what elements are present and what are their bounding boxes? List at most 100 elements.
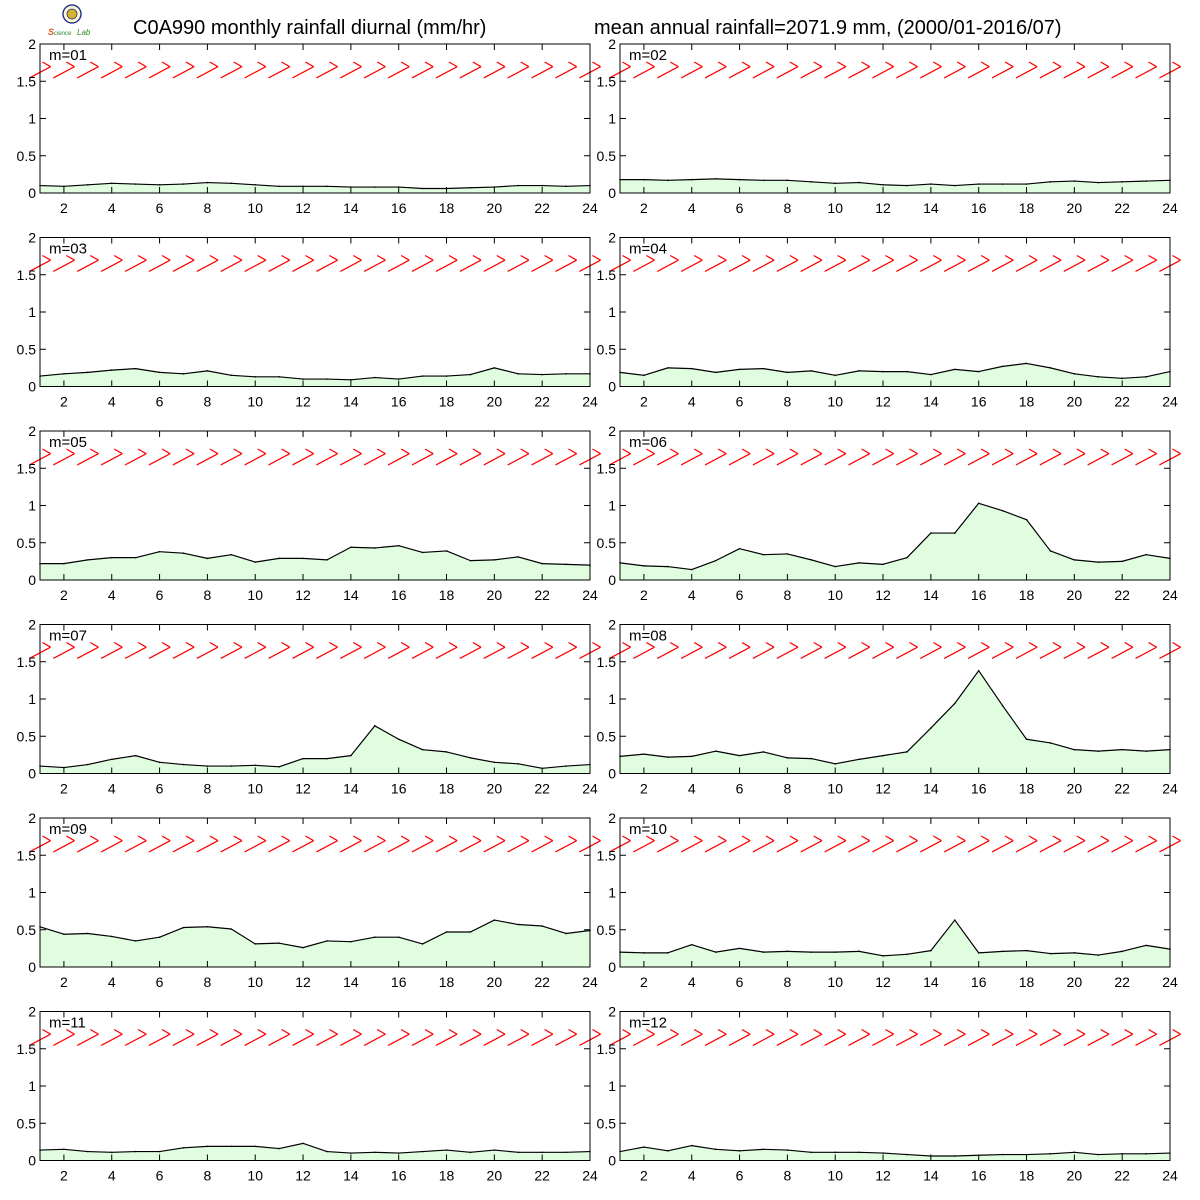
- rain-line-segment: [422, 1149, 447, 1153]
- data-point: [834, 763, 837, 765]
- wind-barb-icon: [363, 254, 386, 272]
- rain-line-segment: [374, 725, 399, 740]
- rain-line-segment: [398, 375, 423, 380]
- data-point: [762, 951, 765, 953]
- rain-line-segment: [135, 936, 160, 942]
- data-point: [858, 950, 860, 953]
- data-point: [1073, 748, 1076, 751]
- wind-barb-icon: [991, 254, 1014, 272]
- rain-line-segment: [859, 562, 884, 565]
- rain-line-segment: [63, 371, 88, 375]
- month-label: m=05: [49, 434, 87, 451]
- wind-barb-icon: [967, 448, 990, 466]
- x-tick-label: 12: [295, 781, 311, 797]
- wind-barb-icon: [1135, 1028, 1157, 1046]
- y-tick-label: 2: [28, 1004, 36, 1020]
- data-point: [254, 943, 257, 945]
- data-point: [834, 182, 837, 185]
- rain-line-segment: [231, 182, 256, 186]
- rain-line-segment: [39, 765, 64, 769]
- data-point: [254, 764, 257, 767]
- x-tick-label: 24: [1162, 1168, 1178, 1184]
- x-tick-label: 16: [971, 587, 987, 603]
- y-tick-label: 1.5: [597, 460, 617, 476]
- data-point: [278, 942, 280, 944]
- data-point: [565, 932, 567, 935]
- wind-barb-icon: [1111, 835, 1134, 853]
- rain-line-segment: [183, 1145, 208, 1149]
- x-tick-label: 24: [1162, 394, 1178, 410]
- rain-line-segment: [446, 187, 471, 190]
- wind-barb-icon: [800, 254, 823, 272]
- rain-line-segment: [566, 929, 591, 935]
- data-point: [1073, 1151, 1076, 1154]
- x-tick-label: 20: [487, 394, 503, 410]
- y-tick-label: 0.5: [597, 728, 617, 744]
- wind-barb-icon: [967, 1028, 990, 1046]
- data-point: [714, 559, 717, 562]
- wind-barb-icon: [704, 641, 727, 659]
- x-tick-label: 12: [295, 394, 311, 410]
- wind-barb-icon: [459, 448, 482, 466]
- wind-barb-icon: [507, 254, 530, 272]
- wind-barb-icon: [848, 61, 871, 79]
- data-point: [714, 750, 717, 752]
- wind-barb-icon: [680, 641, 703, 659]
- y-tick-label: 1: [608, 304, 616, 320]
- wind-barb-icon: [435, 835, 458, 853]
- data-point: [882, 563, 884, 566]
- rain-line-segment: [63, 1148, 88, 1153]
- data-point: [906, 953, 908, 956]
- data-point: [134, 183, 137, 185]
- rain-line-segment: [230, 928, 256, 945]
- rain-line-segment: [643, 367, 669, 376]
- data-point: [421, 187, 424, 190]
- panel-m-06: 00.511.522 4 6 8 10 12 14 16 18 20 22 24m=06: [597, 423, 1181, 603]
- wind-barb-icon: [1135, 61, 1157, 79]
- wind-barb-icon: [752, 641, 775, 659]
- panel-m-09: 00.511.522 4 6 8 10 12 14 16 18 20 22 24m=09: [17, 810, 601, 990]
- data-point: [397, 936, 400, 938]
- wind-barb-icon: [824, 448, 847, 466]
- wind-barb-icon: [1039, 835, 1062, 853]
- y-tick-label: 0.5: [17, 728, 37, 744]
- wind-barb-icon: [633, 448, 655, 466]
- y-tick-label: 0: [28, 572, 36, 588]
- wind-barb-icon: [148, 254, 171, 272]
- data-point: [350, 546, 352, 549]
- data-point: [230, 765, 233, 767]
- month-label: m=11: [49, 1015, 86, 1032]
- y-tick-label: 1: [608, 885, 616, 901]
- data-point: [469, 186, 472, 189]
- data-point: [278, 376, 280, 378]
- rain-line-segment: [1122, 376, 1147, 379]
- rain-line-segment: [1098, 950, 1123, 956]
- panel-m-02: 00.511.522 4 6 8 10 12 14 16 18 20 22 24m=02: [597, 36, 1181, 216]
- wind-barb-icon: [507, 1028, 530, 1046]
- rain-line-segment: [739, 1148, 764, 1152]
- data-point: [1049, 367, 1052, 369]
- rain-line-segment: [1098, 376, 1123, 379]
- wind-barb-icon: [1039, 254, 1062, 272]
- x-tick-label: 20: [1067, 200, 1083, 216]
- x-tick-label: 16: [971, 394, 987, 410]
- data-point: [278, 185, 280, 188]
- data-point: [182, 1147, 185, 1149]
- data-point: [690, 367, 693, 370]
- x-tick-label: 10: [827, 200, 843, 216]
- rain-line-segment: [883, 184, 907, 187]
- wind-barb-icon: [1087, 448, 1110, 466]
- wind-barb-icon: [776, 61, 799, 79]
- wind-barb-icon: [848, 641, 871, 659]
- x-tick-label: 14: [923, 587, 939, 603]
- x-tick-label: 18: [1019, 1168, 1035, 1184]
- data-point: [858, 370, 860, 372]
- wind-barb-icon: [531, 254, 554, 272]
- data-point: [254, 376, 257, 378]
- wind-barb-icon: [196, 254, 219, 272]
- x-tick-label: 4: [108, 394, 116, 410]
- rain-line-segment: [859, 950, 884, 957]
- rain-line-segment: [111, 1150, 136, 1153]
- wind-barb-icon: [411, 448, 434, 466]
- wind-barb-icon: [991, 448, 1014, 466]
